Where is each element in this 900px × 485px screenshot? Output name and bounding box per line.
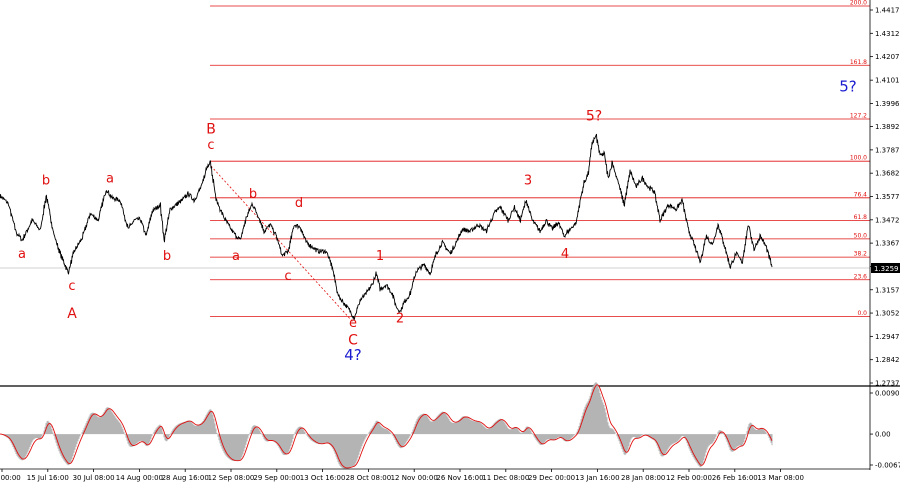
time-tick-label-7: 13 Oct 16:00 bbox=[300, 474, 346, 482]
wave-label-10: c bbox=[284, 269, 291, 284]
wave-label-11: d bbox=[295, 196, 303, 211]
time-tick-label-0: 1 Jul 00:00 bbox=[0, 474, 21, 482]
wave-label-15: 2 bbox=[396, 311, 404, 326]
time-tick-label-1: 15 Jul 16:00 bbox=[27, 474, 69, 482]
time-tick-label-11: 11 Dec 08:00 bbox=[482, 474, 529, 482]
time-tick-label-12: 29 Dec 00:00 bbox=[528, 474, 575, 482]
price-tick-label-12: 1.3157 bbox=[875, 286, 900, 294]
time-tick-label-15: 12 Feb 00:00 bbox=[666, 474, 712, 482]
price-tick-label-7: 1.3682 bbox=[875, 170, 900, 178]
wave-label-12: e bbox=[349, 316, 357, 331]
price-tick-label-1: 1.4312 bbox=[875, 30, 900, 38]
fib-label-6: 50.0 bbox=[854, 232, 868, 239]
wave-label-7: c bbox=[207, 138, 214, 153]
current-price-label: 1.3259 bbox=[871, 263, 900, 273]
fib-label-3: 100.0 bbox=[850, 155, 867, 162]
fib-label-2: 127.2 bbox=[850, 113, 867, 120]
oscillator-panel bbox=[0, 382, 773, 469]
price-tick-label-16: 1.2737 bbox=[875, 380, 900, 388]
oscillator-signal-line bbox=[0, 384, 773, 469]
wave-label-17: 4 bbox=[561, 247, 569, 262]
oscillator-axis: 0.00902 0.00 -0.00679 bbox=[870, 390, 900, 470]
current-price-text: 1.3259 bbox=[874, 265, 899, 273]
price-tick-label-2: 1.4207 bbox=[875, 53, 900, 61]
price-line bbox=[0, 133, 773, 321]
wave-label-5: b bbox=[163, 249, 171, 264]
time-tick-label-14: 28 Jan 08:00 bbox=[621, 474, 665, 482]
price-tick-label-4: 1.3996 bbox=[875, 100, 900, 108]
fibonacci-levels: 200.0 161.8 127.2 100.0 76.4 61.8 50.0 38.2 23.6… bbox=[210, 0, 870, 317]
wave-label-9: b bbox=[249, 187, 257, 202]
current-price-box bbox=[871, 263, 900, 273]
fib-label-9: 0.0 bbox=[857, 310, 867, 317]
price-tick-label-13: 1.3052 bbox=[875, 310, 900, 318]
fib-label-0: 200.0 bbox=[850, 0, 867, 7]
fib-label-8: 23.6 bbox=[854, 273, 868, 280]
time-tick-label-17: 13 Mar 08:00 bbox=[757, 474, 804, 482]
time-tick-label-5: 12 Sep 08:00 bbox=[208, 474, 255, 482]
wave-label-8: a bbox=[232, 249, 240, 264]
time-tick-label-13: 13 Jan 16:00 bbox=[575, 474, 619, 482]
wave-label-0: a bbox=[18, 247, 26, 262]
fib-label-1: 161.8 bbox=[850, 59, 867, 66]
price-tick-label-10: 1.3367 bbox=[875, 240, 900, 248]
price-tick-label-5: 1.3892 bbox=[875, 123, 900, 131]
osc-tick-label-0: 0.00902 bbox=[875, 390, 900, 398]
price-tick-label-15: 1.2842 bbox=[875, 356, 900, 364]
price-tick-label-6: 1.3787 bbox=[875, 146, 900, 154]
price-tick-label-0: 1.4417 bbox=[875, 7, 900, 15]
wave-label-14: 1 bbox=[376, 249, 384, 264]
time-tick-label-4: 28 Aug 16:00 bbox=[162, 474, 209, 482]
time-tick-label-2: 30 Jul 08:00 bbox=[73, 474, 115, 482]
wave-label-6: B bbox=[206, 122, 216, 138]
wave-label-13: C bbox=[348, 333, 358, 349]
price-tick-label-3: 1.4101 bbox=[875, 77, 900, 85]
time-tick-label-16: 26 Feb 16:00 bbox=[712, 474, 758, 482]
price-tick-label-9: 1.3472 bbox=[875, 216, 900, 224]
time-tick-label-8: 28 Oct 08:00 bbox=[346, 474, 392, 482]
osc-tick-label-1: 0.00 bbox=[875, 431, 891, 439]
wave-label-18: 5? bbox=[586, 108, 602, 124]
wave-label-3: A bbox=[67, 306, 77, 322]
fib-label-7: 38.2 bbox=[854, 251, 868, 258]
fib-label-4: 76.4 bbox=[854, 191, 868, 198]
time-tick-label-3: 14 Aug 00:00 bbox=[116, 474, 163, 482]
fib-label-5: 61.8 bbox=[854, 214, 868, 221]
osc-tick-label-2: -0.00679 bbox=[875, 462, 900, 470]
time-tick-label-6: 29 Sep 00:00 bbox=[253, 474, 300, 482]
time-tick-label-9: 12 Nov 00:00 bbox=[391, 474, 438, 482]
wave-label-16: 3 bbox=[524, 174, 532, 189]
wave-label-19: 4? bbox=[344, 346, 362, 364]
price-tick-label-8: 1.3577 bbox=[875, 193, 900, 201]
price-tick-label-14: 1.2947 bbox=[875, 333, 900, 341]
time-tick-label-10: 26 Nov 16:00 bbox=[436, 474, 483, 482]
wave-label-4: a bbox=[106, 172, 114, 187]
wave-label-20: 5? bbox=[839, 77, 857, 95]
wave-label-2: c bbox=[68, 279, 75, 294]
wave-c-trendline bbox=[210, 165, 354, 323]
wave-label-1: b bbox=[42, 174, 50, 189]
price-series bbox=[0, 133, 773, 321]
